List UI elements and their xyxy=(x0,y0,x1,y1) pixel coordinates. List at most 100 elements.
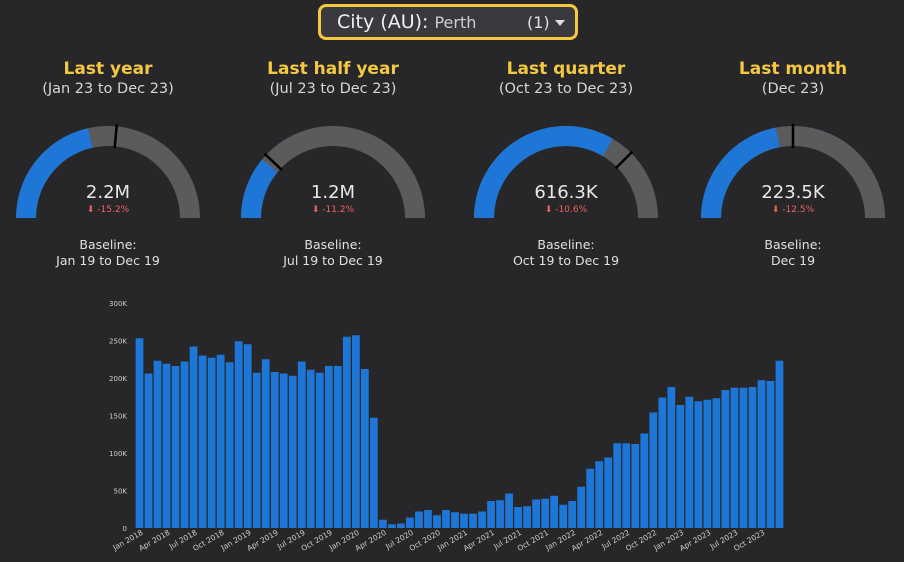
gauge-title: Last month xyxy=(738,59,848,79)
gauge-last-year: Last year (Jan 23 to Dec 23) 2.2M ⬇ -15.… xyxy=(8,58,208,268)
x-tick-label: Apr 2020 xyxy=(354,528,389,553)
bar xyxy=(306,369,315,528)
x-tick-label: Oct 2020 xyxy=(408,528,443,553)
bar xyxy=(685,396,694,528)
bar xyxy=(451,512,459,528)
bar xyxy=(532,499,540,528)
arrow-down-icon: ⬇ xyxy=(311,205,320,215)
bar xyxy=(406,517,414,528)
bar xyxy=(775,360,784,528)
x-tick-label: Oct 2019 xyxy=(299,528,334,553)
x-tick-label: Apr 2018 xyxy=(137,528,172,553)
gauge-fill xyxy=(701,127,780,219)
gauge-fill xyxy=(241,159,278,219)
bar xyxy=(433,515,441,528)
bar xyxy=(424,510,432,528)
bar xyxy=(360,369,369,528)
gauge-range: (Jan 23 to Dec 23) xyxy=(42,81,174,97)
x-tick-label: Oct 2022 xyxy=(624,528,659,553)
filter-label: City (AU): Perth xyxy=(337,11,477,33)
gauge-arc xyxy=(241,126,425,219)
bar xyxy=(324,366,333,528)
caret-down-icon[interactable] xyxy=(555,20,565,26)
bar xyxy=(487,501,495,528)
bar xyxy=(604,457,613,528)
bar xyxy=(297,361,306,528)
bar xyxy=(351,335,360,528)
x-tick-label: Oct 2018 xyxy=(191,528,226,553)
bar xyxy=(613,443,622,528)
bar xyxy=(694,401,703,528)
bar xyxy=(703,399,712,528)
filter-count: (1) xyxy=(527,12,550,32)
bar xyxy=(757,380,766,528)
x-tick-label: Apr 2023 xyxy=(678,528,713,553)
bar xyxy=(559,504,568,528)
bar xyxy=(261,359,270,528)
bar xyxy=(279,373,288,528)
y-tick-label: 50K xyxy=(114,488,128,496)
bar xyxy=(207,357,216,528)
gauge-title: Last half year xyxy=(267,59,399,79)
bar xyxy=(342,336,351,528)
bar xyxy=(144,373,153,528)
bar xyxy=(739,387,748,528)
bar xyxy=(514,507,522,528)
x-tick-label: Apr 2022 xyxy=(570,528,605,553)
gauge-last-month: Last month (Dec 23) 223.5K ⬇ -12.5% Base… xyxy=(693,58,893,268)
bar xyxy=(523,506,531,528)
gauge-title: Last year xyxy=(63,59,153,79)
gauge-range: (Dec 23) xyxy=(761,81,825,97)
bar xyxy=(568,501,577,528)
bar xyxy=(667,387,676,528)
gauge-title: Last quarter xyxy=(506,59,626,79)
bar xyxy=(622,443,631,528)
arrow-down-icon: ⬇ xyxy=(544,205,553,215)
bar xyxy=(676,405,685,528)
bar xyxy=(730,387,739,528)
city-filter-dropdown[interactable]: City (AU): Perth (1) xyxy=(318,4,578,40)
gauge-arc xyxy=(474,126,658,219)
bar xyxy=(631,444,640,528)
y-tick-label: 200K xyxy=(109,375,127,383)
bar xyxy=(505,493,513,528)
x-tick-label: Oct 2023 xyxy=(732,528,767,553)
bar xyxy=(234,341,243,528)
bar xyxy=(288,375,297,528)
gauge-delta: ⬇ -11.2% xyxy=(311,205,355,215)
gauge-target-marker xyxy=(113,124,119,149)
bar xyxy=(171,366,180,528)
bar xyxy=(640,433,649,528)
gauge-range: (Jul 23 to Dec 23) xyxy=(269,81,397,97)
bar xyxy=(270,372,279,528)
gauge-value: 616.3K xyxy=(534,182,598,203)
bar xyxy=(162,363,171,528)
bar xyxy=(225,362,234,528)
filter-value: Perth xyxy=(434,13,477,32)
gauge-value: 2.2M xyxy=(85,182,131,203)
bar xyxy=(586,468,595,528)
bar xyxy=(388,524,396,528)
gauge-fill xyxy=(16,128,93,219)
y-tick-label: 100K xyxy=(109,450,127,458)
bar xyxy=(469,513,477,528)
gauge-target-marker xyxy=(263,152,283,171)
x-tick-label: Apr 2019 xyxy=(245,528,280,553)
gauge-target-marker xyxy=(614,150,634,170)
arrow-down-icon: ⬇ xyxy=(771,205,780,215)
bar xyxy=(189,346,198,528)
gauge-baseline: Baseline: Jan 19 to Dec 19 xyxy=(56,237,160,268)
x-tick-label: Apr 2021 xyxy=(462,528,497,553)
bar xyxy=(442,510,450,528)
bar xyxy=(721,390,730,528)
bar xyxy=(369,417,378,528)
bar xyxy=(252,372,261,528)
bar xyxy=(460,513,468,528)
gauge-value: 223.5K xyxy=(761,182,825,203)
gauge-delta: ⬇ -12.5% xyxy=(771,205,815,215)
gauge-range: (Oct 23 to Dec 23) xyxy=(498,81,634,97)
bar xyxy=(496,500,504,528)
bar xyxy=(379,519,387,528)
bar xyxy=(766,381,775,528)
gauge-value: 1.2M xyxy=(310,182,356,203)
